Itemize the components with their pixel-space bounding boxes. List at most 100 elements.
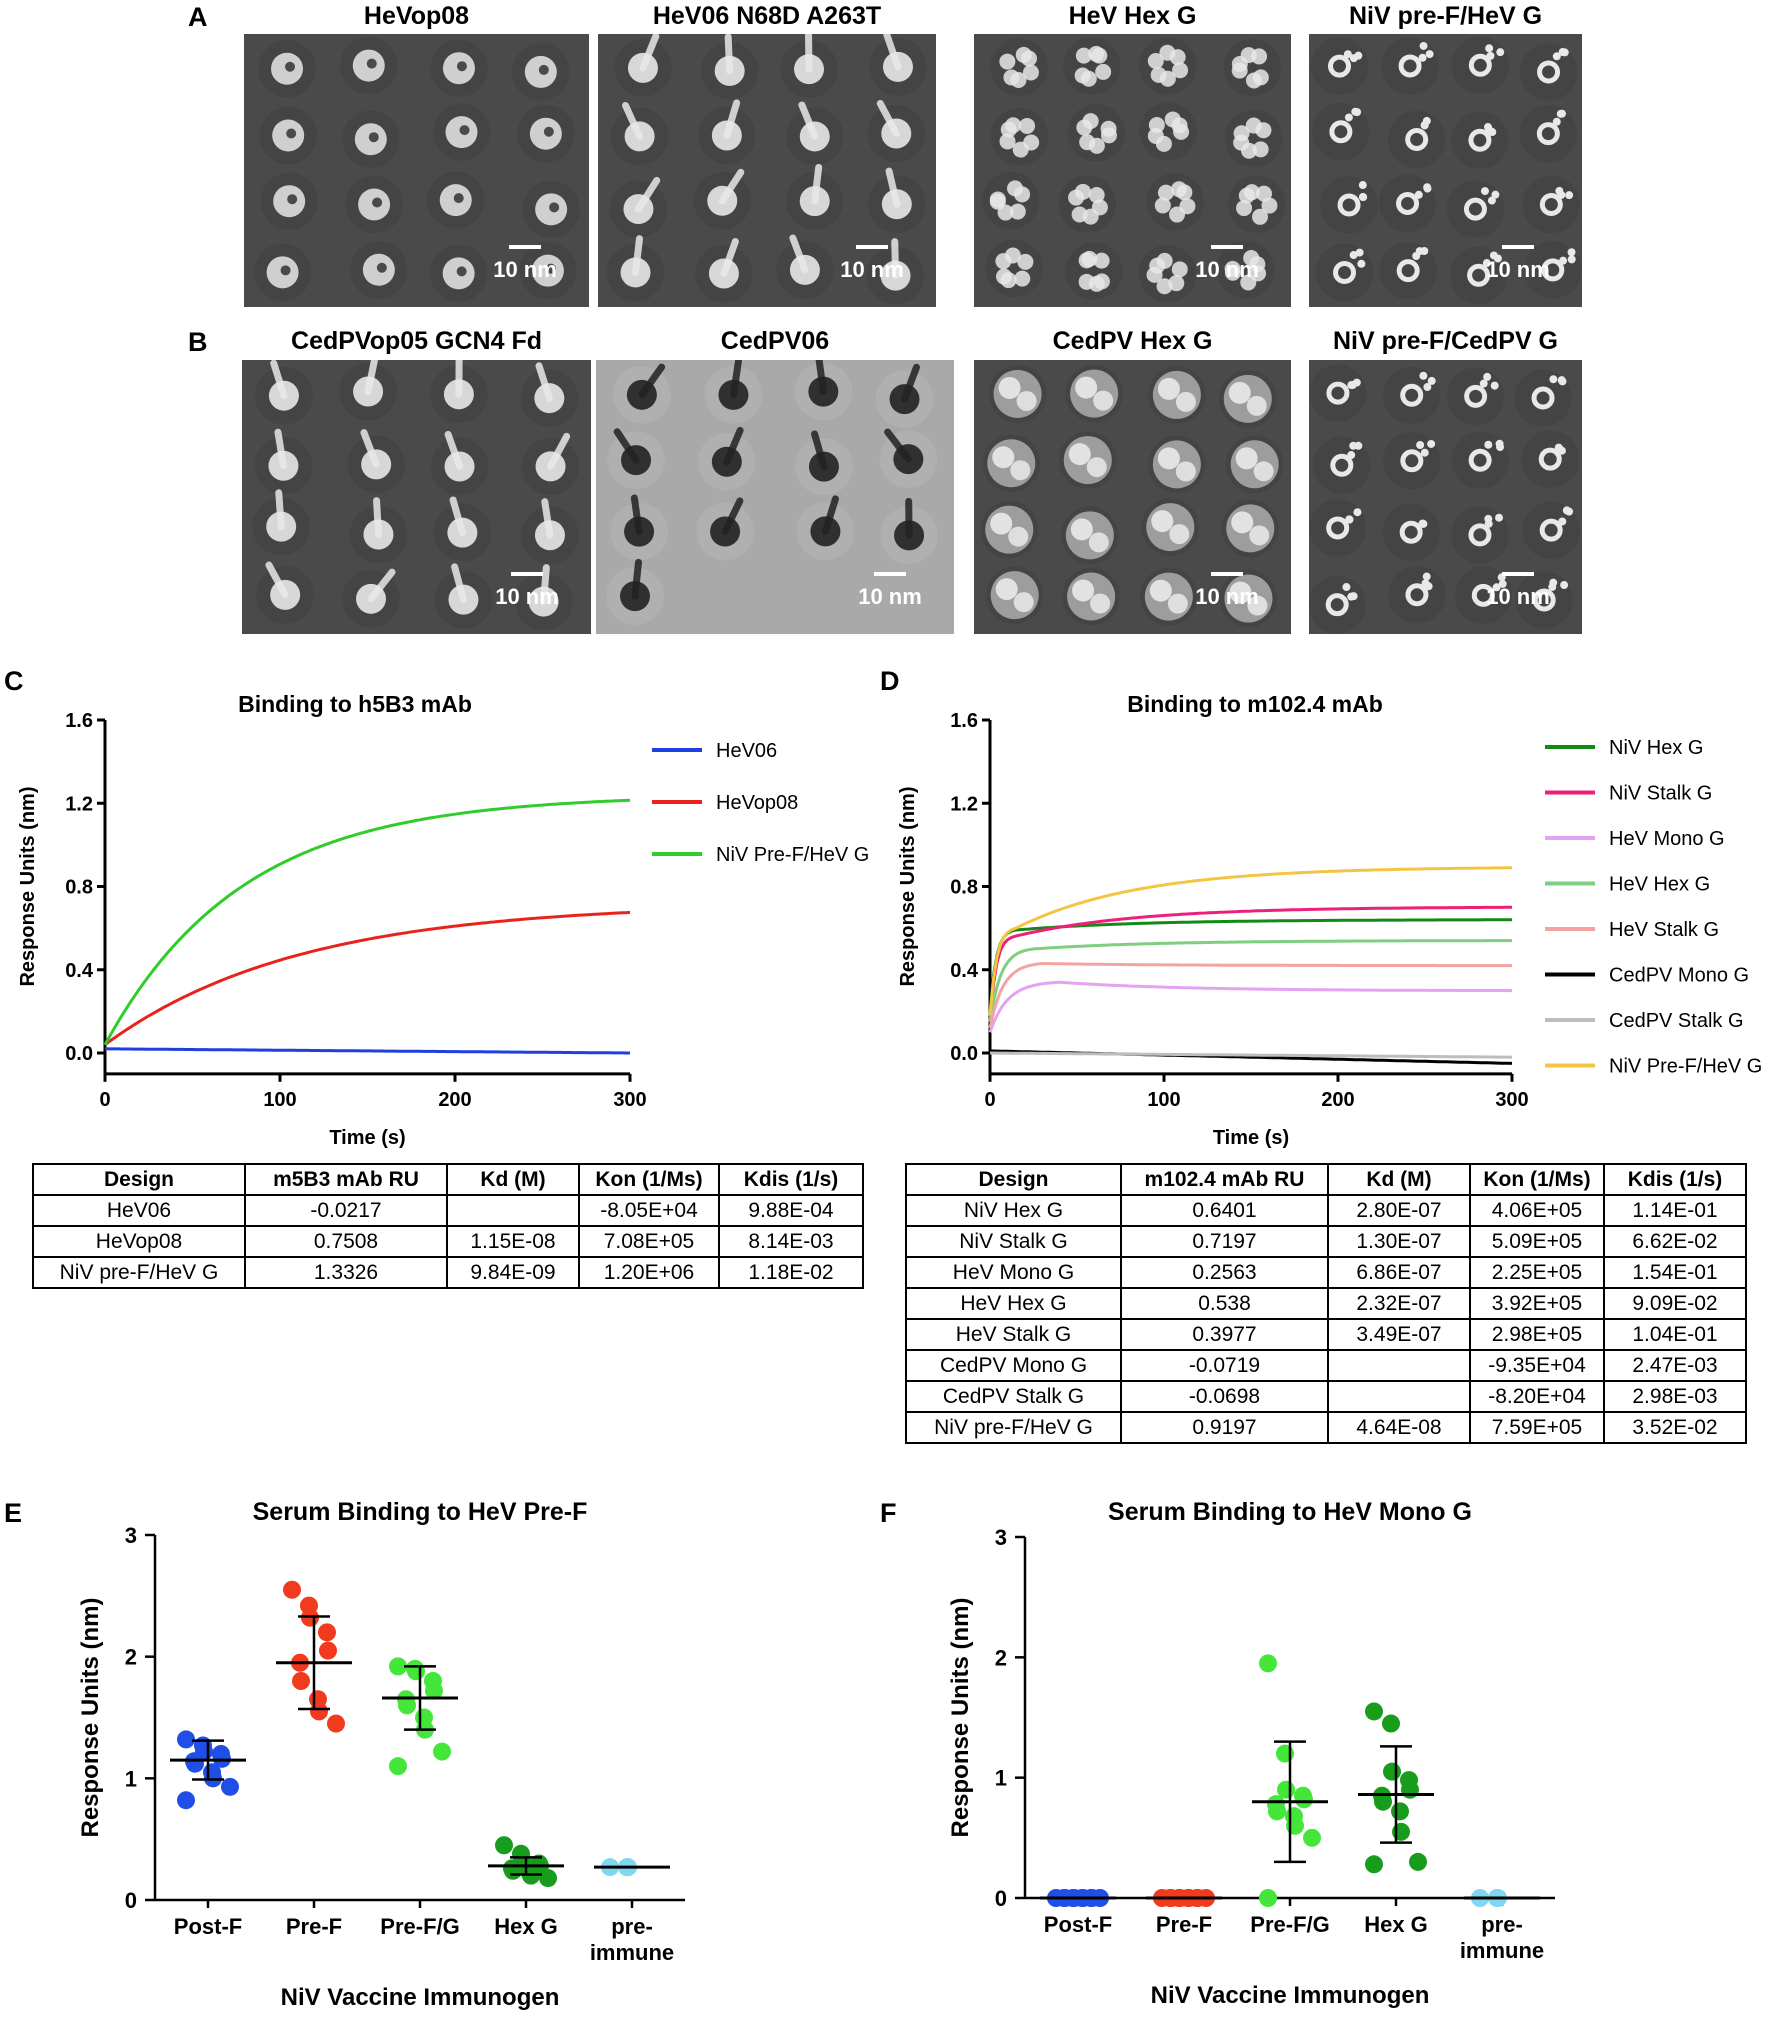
em-particle-dot [1418,53,1427,62]
data-point [1365,1702,1383,1721]
x-axis-label: Time (s) [329,1127,405,1149]
em-halo [1382,503,1440,561]
em-particle-dot [1496,48,1505,57]
em-particle-head [808,451,839,482]
em-halo [1451,431,1509,489]
x-tick-label: Hex G [1364,1912,1428,1937]
em-particle-lobe [1075,47,1092,64]
table-cell: 9.09E-02 [1603,1287,1747,1320]
em-particle-lobe [1175,391,1196,412]
em-particle-dot [1479,379,1488,388]
em-particle-head [268,450,299,481]
em-particle-lobe [1088,532,1109,553]
em-particle-head [535,451,566,482]
data-point [283,1580,301,1599]
em-particle-lobe [1148,116,1165,133]
em-particle-lobe [1074,67,1091,84]
em-particle-ring [1537,60,1561,84]
em-particle-head [881,189,912,220]
em-particle-ring [1468,523,1492,547]
em-panel-title: HeV Hex G [1068,2,1197,30]
em-particle-dot [1491,190,1500,199]
em-particle-dot [1342,583,1351,592]
x-tick-label: immune [590,1940,674,1965]
table-cell: CedPV Stalk G [905,1380,1122,1413]
data-point [319,1641,337,1660]
y-tick-label: 1 [125,1766,137,1791]
em-halo [1449,246,1508,304]
table-cell: 1.30E-07 [1327,1225,1471,1258]
em-particle-lobe [1093,252,1110,269]
table-cell: CedPV Mono G [905,1349,1122,1382]
table-cell: 5.09E+05 [1469,1225,1605,1258]
em-particle-ring [1405,583,1429,607]
table-cell: 7.59E+05 [1469,1411,1605,1444]
table-cell: 0.3977 [1120,1318,1329,1351]
em-halo [1383,366,1441,424]
em-particle-dot [1357,259,1366,268]
legend-label: NiV Pre-F/HeV G [716,844,869,866]
em-halo [1313,436,1371,494]
x-tick-label: Pre-F/G [380,1914,459,1939]
em-halo [1451,36,1509,94]
panel-letter-e: E [4,1498,23,1528]
x-tick-label: 100 [263,1089,296,1111]
em-particle-head [794,54,825,85]
em-particle-lobe [1150,66,1167,83]
em-particle-head [621,445,652,476]
em-particle-ring [1536,122,1560,146]
em-particle-core [459,125,470,136]
em-particle-head [355,583,386,614]
legend-label: HeV Hex G [1609,874,1710,896]
x-tick-label: Pre-F/G [1250,1912,1329,1937]
em-particle-dot [1486,51,1495,60]
y-axis-label: Response Units (nm) [17,786,39,986]
series-line [988,939,1512,1023]
em-particle-dot [1343,50,1352,59]
table-row: HeVop08 0.7508 1.15E-08 7.08E+05 8.14E-03 [32,1225,864,1258]
em-particle-head [889,384,920,415]
em-halo [1524,241,1582,299]
table-cell: 2.80E-07 [1327,1194,1471,1227]
em-particle-head [624,516,655,547]
table-cell: 6.62E-02 [1603,1225,1747,1258]
em-particle-ring [1468,448,1492,472]
em-particle-lobe [1088,187,1105,204]
em-particle-lobe [1249,525,1270,546]
em-particle-head [893,444,924,475]
x-tick-label: 300 [1495,1089,1528,1111]
em-halo [1388,566,1446,624]
em-particle-lobe [1147,52,1164,69]
em-particle-ring [1326,381,1350,405]
em-particle-lobe [1156,278,1173,295]
series-line [988,961,1512,1029]
em-particle-dot [1427,376,1436,385]
table-cell: 0.9197 [1120,1411,1329,1444]
scale-bar-label: 10 nm [840,257,904,282]
em-particle-lobe [1005,117,1022,134]
table-cell: 4.06E+05 [1469,1194,1605,1227]
em-particle-lobe [1014,186,1031,203]
table-header-row: Design m5B3 mAb RU Kd (M) Kon (1/Ms) Kdis (1… [32,1163,864,1196]
em-particle-core [286,128,297,139]
em-particle-ring [1405,127,1429,151]
data-point [1268,1802,1286,1821]
series-line [988,980,1512,1033]
scale-bar-label: 10 nm [1486,257,1550,282]
table-row: HeV06 -0.0217 -8.05E+04 9.88E-04 [32,1194,864,1227]
table-cell: 1.54E-01 [1603,1256,1747,1289]
em-particle-lobe [1157,447,1180,470]
em-particle-dot [1425,50,1434,59]
chart-f-serum-monog: Serum Binding to HeV Mono G 0 1 2 3 Response … [947,1498,1555,2009]
em-particle-dot [1482,259,1491,268]
table-cell [1327,1349,1471,1382]
em-particle-lobe [1169,49,1186,66]
em-particle-lobe [1004,247,1021,264]
table-header-cell: Design [905,1163,1122,1196]
y-tick-label: 2 [125,1645,137,1670]
table-cell: 0.7197 [1120,1225,1329,1258]
table-cell: -0.0217 [244,1194,448,1227]
series-line [104,910,631,1046]
em-particle-ring [1532,588,1556,612]
table-cell: 8.14E-03 [718,1225,864,1258]
